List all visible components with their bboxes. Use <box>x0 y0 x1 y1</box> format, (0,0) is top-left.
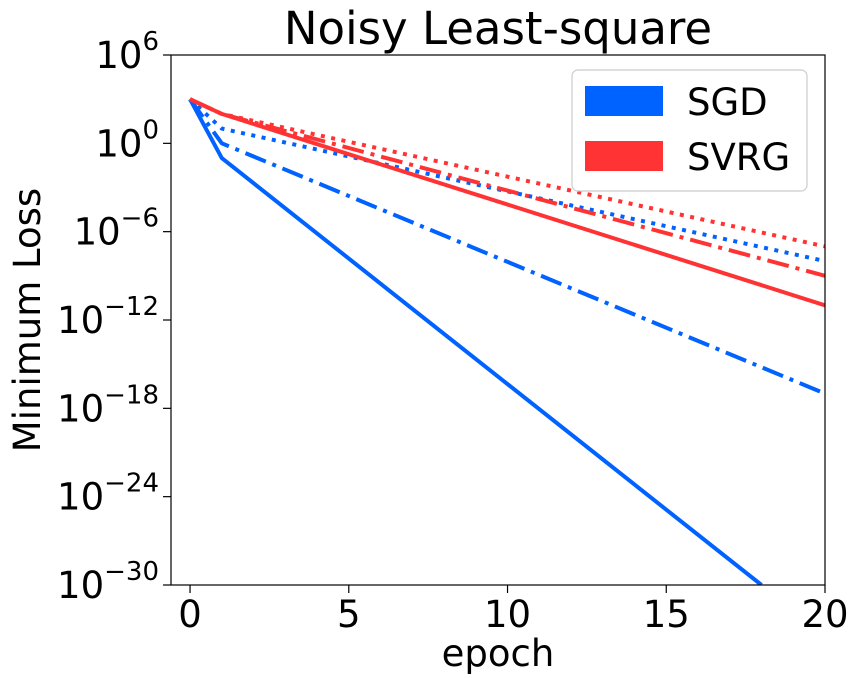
plot-lines <box>188 97 825 585</box>
series-line-sgd-dashdot <box>188 98 825 396</box>
legend-label-sgd: SGD <box>687 81 768 124</box>
x-tick-label: 0 <box>178 593 202 636</box>
y-tick-label: 10−24 <box>57 469 159 519</box>
legend-swatch-svrg <box>585 141 663 171</box>
legend-label-svrg: SVRG <box>687 136 790 179</box>
x-tick-label: 10 <box>484 593 531 636</box>
legend-swatch-sgd <box>585 86 663 116</box>
y-axis: 106 100 10−6 10−12 10−18 10−24 10−30 <box>57 27 171 607</box>
x-axis-label: epoch <box>442 632 555 675</box>
y-tick-label: 10−18 <box>57 380 159 430</box>
y-tick-label: 10−6 <box>74 204 159 254</box>
y-axis-label: Minimum Loss <box>6 188 49 452</box>
x-axis: 0 5 10 15 20 <box>178 585 849 636</box>
y-tick-label: 10−12 <box>57 292 159 342</box>
x-tick-label: 15 <box>643 593 690 636</box>
legend: SGD SVRG <box>571 69 808 192</box>
y-tick-label: 106 <box>95 27 159 77</box>
series-line-sgd-solid <box>188 98 763 585</box>
chart-title: Noisy Least-square <box>284 2 712 55</box>
y-tick-label: 10−30 <box>57 557 159 607</box>
series-line-sgd-dotted <box>188 97 825 264</box>
x-tick-label: 5 <box>337 593 361 636</box>
x-tick-label: 20 <box>801 593 848 636</box>
y-tick-label: 100 <box>95 115 159 165</box>
series-line-svrg-dotted <box>189 97 825 249</box>
